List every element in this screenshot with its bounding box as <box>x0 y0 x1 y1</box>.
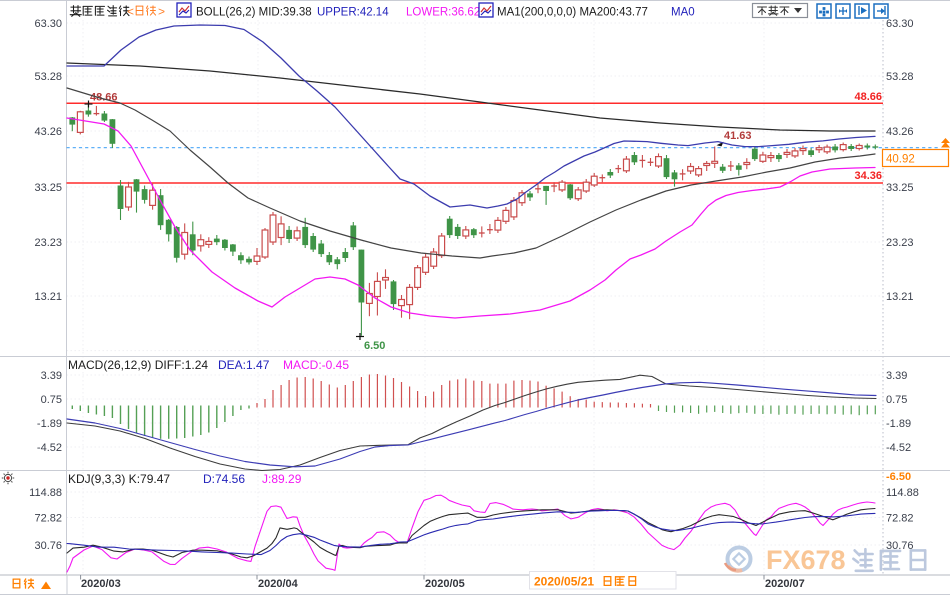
svg-text:13.21: 13.21 <box>34 291 62 303</box>
svg-text:<: < <box>127 5 134 19</box>
svg-text:34.36: 34.36 <box>854 170 882 182</box>
svg-text:2020/07: 2020/07 <box>765 578 805 590</box>
svg-text:53.28: 53.28 <box>886 71 914 83</box>
svg-text:23.23: 23.23 <box>34 237 62 249</box>
svg-text:0.75: 0.75 <box>41 394 62 406</box>
svg-text:30.76: 30.76 <box>34 540 62 552</box>
svg-text:43.26: 43.26 <box>886 126 914 138</box>
svg-text:48.66: 48.66 <box>854 91 882 103</box>
svg-text:63.30: 63.30 <box>34 18 62 30</box>
svg-text:3.39: 3.39 <box>886 370 907 382</box>
svg-text:-4.52: -4.52 <box>37 442 62 454</box>
svg-text:30.76: 30.76 <box>886 540 914 552</box>
svg-text:33.25: 33.25 <box>886 182 914 194</box>
svg-text:MA0: MA0 <box>671 7 695 19</box>
svg-text:-1.89: -1.89 <box>37 418 62 430</box>
svg-text:114.88: 114.88 <box>886 487 919 499</box>
svg-text:KDJ(9,3,3) K:79.47: KDJ(9,3,3) K:79.47 <box>68 472 170 486</box>
svg-text:33.25: 33.25 <box>34 182 62 194</box>
svg-text:43.26: 43.26 <box>34 126 62 138</box>
svg-text:2020/05/21: 2020/05/21 <box>534 575 594 589</box>
svg-text:2020/04: 2020/04 <box>258 578 299 590</box>
svg-text:41.63: 41.63 <box>724 130 752 142</box>
svg-text:D:74.56: D:74.56 <box>203 472 245 486</box>
svg-text:53.28: 53.28 <box>34 71 62 83</box>
svg-text:UPPER:42.14: UPPER:42.14 <box>317 7 389 19</box>
svg-text:BOLL(26,2) MID:39.38: BOLL(26,2) MID:39.38 <box>196 7 312 19</box>
svg-text:MACD:-0.45: MACD:-0.45 <box>283 358 349 372</box>
svg-text:-1.89: -1.89 <box>886 418 911 430</box>
svg-text:40.92: 40.92 <box>886 154 915 166</box>
svg-text:2020/05: 2020/05 <box>425 578 465 590</box>
svg-text:>: > <box>158 5 165 19</box>
svg-text:MA1(200,0,0,0) MA200:43.77: MA1(200,0,0,0) MA200:43.77 <box>497 7 648 19</box>
svg-text:LOWER:36.62: LOWER:36.62 <box>406 7 480 19</box>
svg-text:6.50: 6.50 <box>364 340 385 352</box>
svg-text:72.82: 72.82 <box>886 513 914 525</box>
svg-text:23.23: 23.23 <box>886 237 914 249</box>
svg-text:63.30: 63.30 <box>886 18 914 30</box>
svg-text:DEA:1.47: DEA:1.47 <box>218 358 270 372</box>
svg-text:114.88: 114.88 <box>29 487 62 499</box>
svg-text:2020/03: 2020/03 <box>81 578 121 590</box>
svg-text:-6.50: -6.50 <box>886 471 911 483</box>
svg-text:FX678: FX678 <box>766 545 846 575</box>
svg-text:72.82: 72.82 <box>34 513 62 525</box>
svg-text:13.21: 13.21 <box>886 291 914 303</box>
svg-text:MACD(26,12,9) DIFF:1.24: MACD(26,12,9) DIFF:1.24 <box>68 358 208 372</box>
svg-text:3.39: 3.39 <box>41 370 62 382</box>
svg-text:-4.52: -4.52 <box>886 442 911 454</box>
svg-text:0.75: 0.75 <box>886 394 907 406</box>
svg-text:J:89.29: J:89.29 <box>262 472 302 486</box>
